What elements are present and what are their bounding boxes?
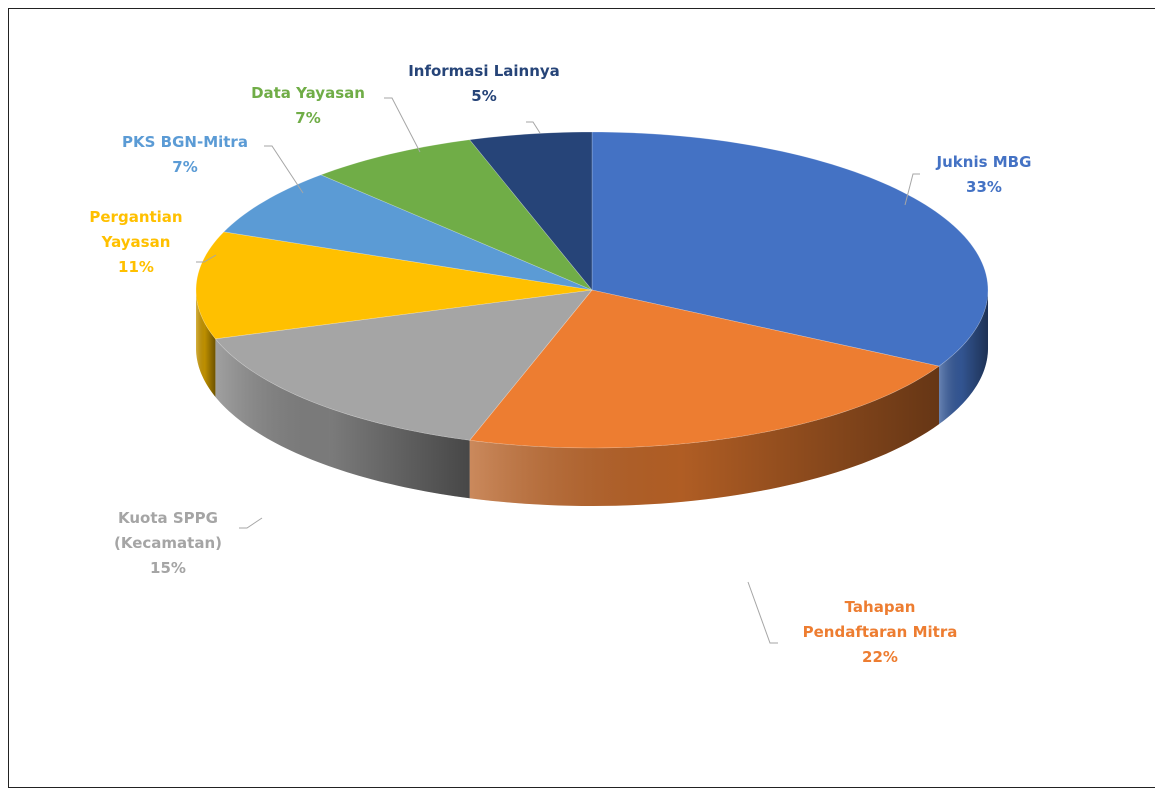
- data-label-kuota-sppg-kecamatan: Kuota SPPG (Kecamatan) 15%: [114, 509, 222, 577]
- pie-side-shade-tahapan-pendaftaran-mitra: [469, 366, 940, 506]
- data-label-line-tahapan-pendaftaran-mitra-2: 22%: [862, 648, 898, 666]
- pie-slice-pks-bgn-mitra: [223, 174, 593, 291]
- pie-slice-juknis-mbg: [591, 131, 989, 367]
- leader-line-data-yayasan: [384, 97, 421, 153]
- data-label-line-kuota-sppg-kecamatan-2: 15%: [150, 559, 186, 577]
- pie-slice-informasi-lainnya: [469, 131, 593, 291]
- data-label-line-juknis-mbg-0: Juknis MBG: [936, 153, 1032, 171]
- data-label-line-pks-bgn-mitra-1: 7%: [172, 158, 197, 176]
- pie-chart: Juknis MBG 33% Tahapan Pendaftaran Mitra 22%…: [89, 62, 1032, 666]
- pie-side-shade-kuota-sppg-kecamatan: [215, 338, 470, 499]
- data-label-informasi-lainnya: Informasi Lainnya 5%: [408, 62, 560, 105]
- leader-line-kuota-sppg-kecamatan: [239, 517, 263, 529]
- data-label-line-tahapan-pendaftaran-mitra-1: Pendaftaran Mitra: [803, 623, 958, 641]
- data-label-juknis-mbg: Juknis MBG 33%: [936, 153, 1032, 196]
- leader-line-informasi-lainnya: [526, 121, 541, 134]
- data-label-line-informasi-lainnya-0: Informasi Lainnya: [408, 62, 560, 80]
- data-label-data-yayasan: Data Yayasan 7%: [251, 84, 365, 127]
- data-label-pks-bgn-mitra: PKS BGN-Mitra 7%: [122, 133, 248, 176]
- leader-line-tahapan-pendaftaran-mitra: [747, 581, 778, 644]
- data-label-line-kuota-sppg-kecamatan-1: (Kecamatan): [114, 534, 222, 552]
- data-label-line-informasi-lainnya-1: 5%: [471, 87, 496, 105]
- data-label-line-kuota-sppg-kecamatan-0: Kuota SPPG: [118, 509, 218, 527]
- data-label-line-pergantian-yayasan-1: Yayasan: [101, 233, 171, 251]
- leader-line-pergantian-yayasan: [196, 254, 217, 263]
- pie-slice-data-yayasan: [320, 139, 593, 291]
- leader-line-pks-bgn-mitra: [264, 145, 304, 194]
- data-label-line-tahapan-pendaftaran-mitra-0: Tahapan: [845, 598, 916, 616]
- data-label-line-pks-bgn-mitra-0: PKS BGN-Mitra: [122, 133, 248, 151]
- data-label-line-pergantian-yayasan-0: Pergantian: [89, 208, 182, 226]
- data-label-line-data-yayasan-0: Data Yayasan: [251, 84, 365, 102]
- pie-slice-tahapan-pendaftaran-mitra: [469, 289, 940, 449]
- pie-side-shade-juknis-mbg: [939, 290, 988, 425]
- pie-slice-pergantian-yayasan: [195, 231, 593, 340]
- data-label-line-juknis-mbg-1: 33%: [966, 178, 1002, 196]
- data-label-line-pergantian-yayasan-2: 11%: [118, 258, 154, 276]
- pie-side-shade-pergantian-yayasan: [196, 290, 216, 397]
- leader-line-juknis-mbg: [904, 173, 920, 206]
- data-label-pergantian-yayasan: Pergantian Yayasan 11%: [89, 208, 182, 276]
- pie-slice-kuota-sppg-kecamatan: [214, 289, 593, 441]
- data-label-tahapan-pendaftaran-mitra: Tahapan Pendaftaran Mitra 22%: [803, 598, 958, 666]
- data-label-line-data-yayasan-1: 7%: [295, 109, 320, 127]
